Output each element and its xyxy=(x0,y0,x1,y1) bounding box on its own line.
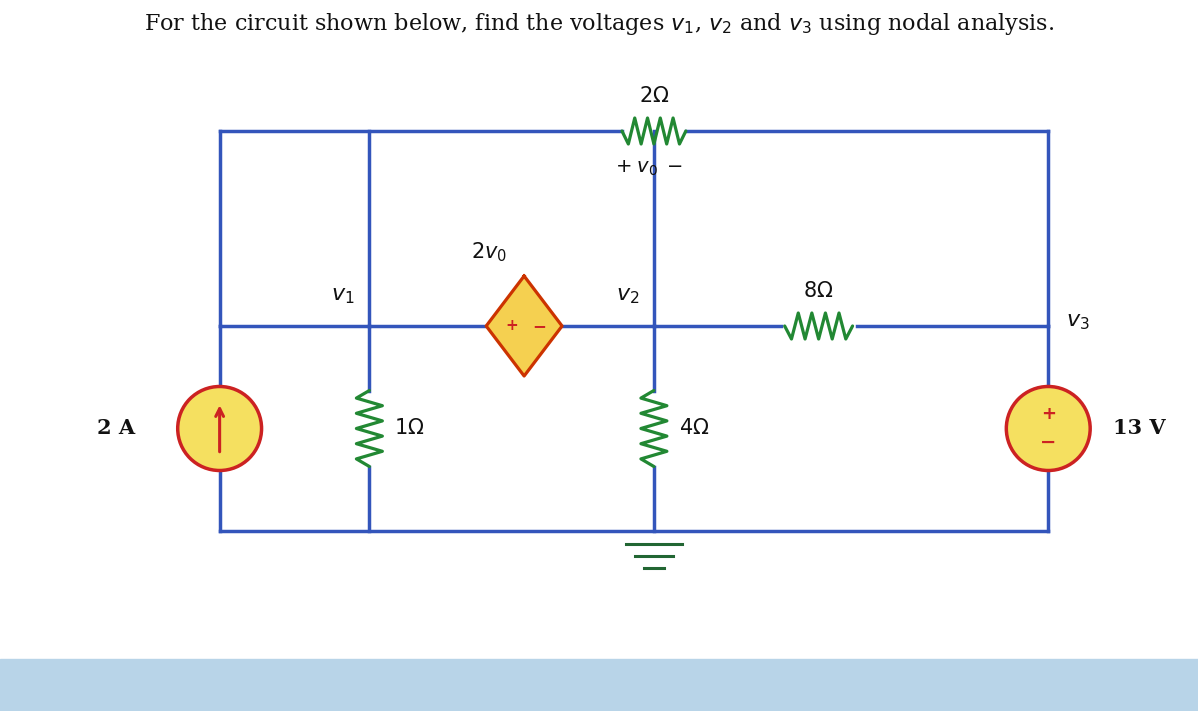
Circle shape xyxy=(177,387,261,471)
Text: 2 A: 2 A xyxy=(97,419,134,439)
Text: $2v_0$: $2v_0$ xyxy=(471,240,507,264)
Text: $1\Omega$: $1\Omega$ xyxy=(394,419,425,439)
Text: +: + xyxy=(506,319,519,333)
Text: +: + xyxy=(1041,405,1055,424)
Text: $v_3$: $v_3$ xyxy=(1066,310,1090,332)
Text: −: − xyxy=(1040,433,1057,452)
Text: $8\Omega$: $8\Omega$ xyxy=(804,281,834,301)
Text: $v_1$: $v_1$ xyxy=(331,284,355,306)
Polygon shape xyxy=(486,276,562,376)
Text: −: − xyxy=(532,317,546,335)
Bar xyxy=(0,659,1198,711)
Text: $2\Omega$: $2\Omega$ xyxy=(639,86,670,106)
Text: For the circuit shown below, find the voltages $v_1$, $v_2$ and $v_3$ using noda: For the circuit shown below, find the vo… xyxy=(144,11,1054,37)
Text: $4\Omega$: $4\Omega$ xyxy=(679,419,709,439)
Text: $v_2$: $v_2$ xyxy=(616,284,639,306)
Circle shape xyxy=(1006,387,1090,471)
Text: $+\;v_0\;-$: $+\;v_0\;-$ xyxy=(615,159,683,178)
Text: 13 V: 13 V xyxy=(1113,419,1166,439)
